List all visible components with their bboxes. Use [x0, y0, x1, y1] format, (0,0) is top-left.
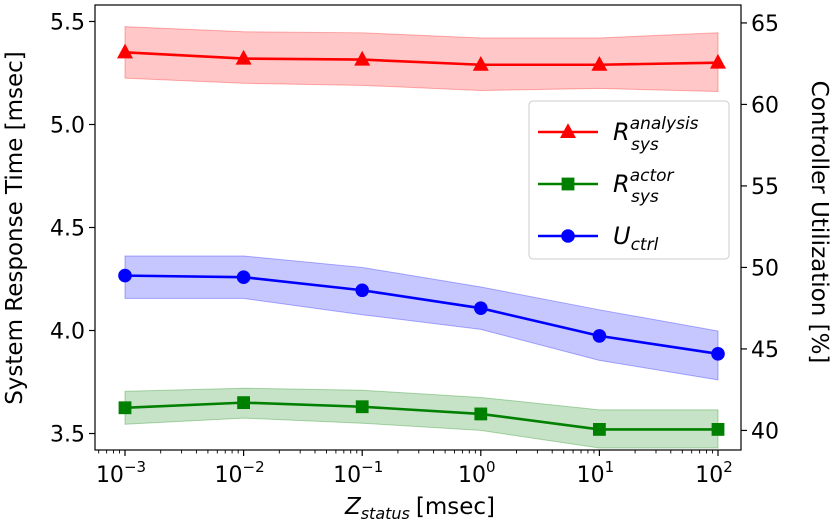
point-series-1-2 — [235, 49, 252, 65]
left-tick-label-3: 4.5 — [50, 217, 85, 242]
legend-marker-2 — [561, 177, 575, 191]
right-y-axis-title: Controller Utilization [%] — [806, 81, 830, 364]
left-tick-label-2: 4.0 — [50, 320, 85, 345]
right-y-axis: 40 45 50 55 60 65 — [741, 12, 779, 444]
x-tick-label-6: 102 — [695, 458, 733, 488]
x-axis-title: Zstatus [msec] — [344, 494, 495, 523]
point-series-2-5 — [593, 422, 606, 436]
point-series-1-5 — [591, 55, 608, 71]
legend-frame — [528, 100, 730, 260]
x-tick-label-2: 10−2 — [215, 458, 265, 488]
point-series-2-1 — [118, 401, 132, 415]
point-series-1-6 — [710, 53, 726, 69]
point-series-3-5 — [592, 329, 607, 343]
x-tick-label-1: 10−3 — [96, 458, 146, 488]
legend-label-3: Uctrl — [613, 222, 659, 255]
series-lines — [124, 51, 719, 431]
right-tick-label-3: 50 — [751, 256, 779, 281]
right-tick-label-2: 45 — [751, 338, 779, 363]
x-tick-label-5: 101 — [577, 458, 615, 488]
legend: Ranalysis sys Ractor sys Uctrl — [528, 100, 730, 260]
x-axis: 10−3 10−2 10−1 100 101 102 — [96, 450, 733, 488]
point-series-3-1 — [118, 268, 132, 283]
series-markers — [117, 43, 726, 436]
point-series-3-2 — [236, 270, 251, 285]
point-series-1-4 — [472, 55, 489, 71]
right-tick-label-4: 55 — [751, 175, 779, 200]
legend-label-2: Ractor sys — [613, 166, 675, 207]
left-tick-label-5: 5.5 — [50, 10, 85, 35]
point-series-2-6 — [711, 422, 725, 436]
point-series-3-6 — [711, 347, 725, 361]
legend-marker-3 — [561, 229, 575, 243]
right-tick-label-6: 65 — [751, 12, 779, 37]
point-series-2-3 — [355, 400, 369, 414]
left-tick-label-4: 5.0 — [50, 113, 85, 138]
point-series-3-4 — [474, 301, 488, 315]
band-series-3 — [124, 255, 719, 381]
point-series-3-3 — [355, 283, 370, 298]
left-tick-label-1: 3.5 — [50, 423, 85, 448]
band-series-2 — [124, 387, 719, 449]
line-series-1 — [124, 51, 719, 67]
point-series-1-1 — [117, 43, 133, 59]
point-series-1-3 — [354, 50, 371, 66]
point-series-2-4 — [474, 407, 488, 421]
point-series-2-2 — [237, 396, 250, 410]
x-tick-label-3: 10−1 — [333, 458, 383, 488]
line-series-2 — [124, 401, 718, 431]
band-series-1 — [124, 26, 719, 93]
legend-label-1: Ranalysis sys — [613, 114, 699, 155]
right-tick-label-1: 40 — [751, 419, 779, 444]
legend-marker-1 — [560, 123, 576, 138]
left-y-axis-title: System Response Time [msec] — [2, 51, 28, 405]
left-y-axis: 3.5 4.0 4.5 5.0 5.5 — [50, 10, 95, 448]
line-series-3 — [124, 274, 719, 356]
x-tick-label-4: 100 — [458, 458, 496, 488]
right-tick-label-5: 60 — [751, 93, 779, 118]
